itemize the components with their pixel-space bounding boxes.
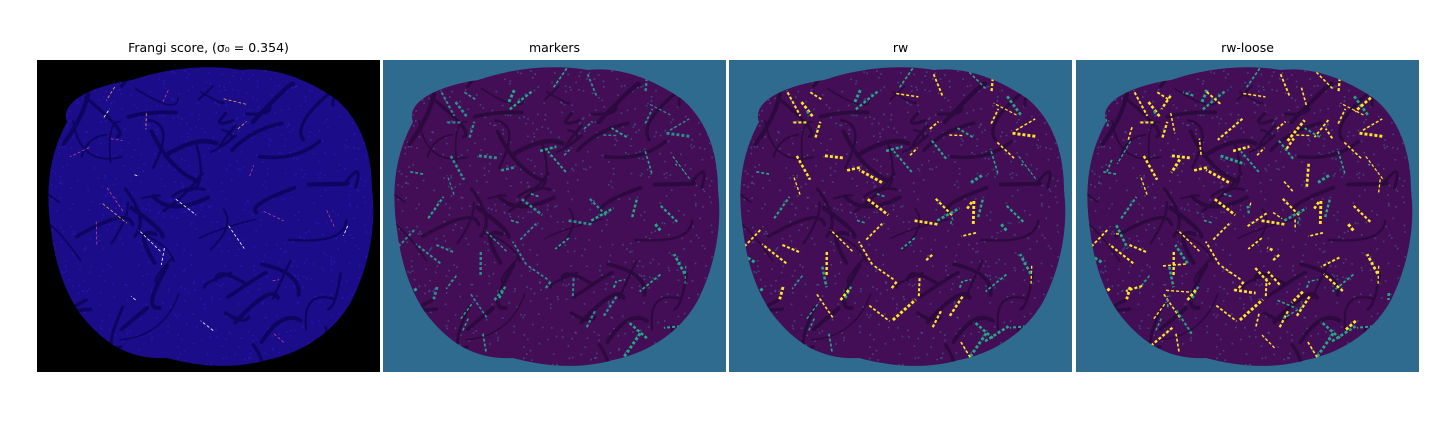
specimen-region <box>740 67 1066 366</box>
specimen-region <box>48 67 374 366</box>
image-panel-rw-loose <box>1076 60 1419 372</box>
image-panel-rw <box>729 60 1072 372</box>
frangi-score-image <box>37 60 380 372</box>
rw-loose-image <box>1076 60 1419 372</box>
panel-title-markers: markers <box>528 40 581 55</box>
panel-title-frangi: Frangi score, (σ₀ = 0.354) <box>128 40 289 55</box>
specimen-region <box>394 67 720 366</box>
rw-image <box>729 60 1072 372</box>
image-panel-frangi <box>37 60 380 372</box>
panel-title-rw-loose: rw-loose <box>1221 40 1274 55</box>
image-panel-markers <box>383 60 726 372</box>
specimen-texture <box>394 67 720 366</box>
markers-image <box>383 60 726 372</box>
specimen-region <box>1087 67 1413 366</box>
panel-title-rw: rw <box>892 40 909 55</box>
